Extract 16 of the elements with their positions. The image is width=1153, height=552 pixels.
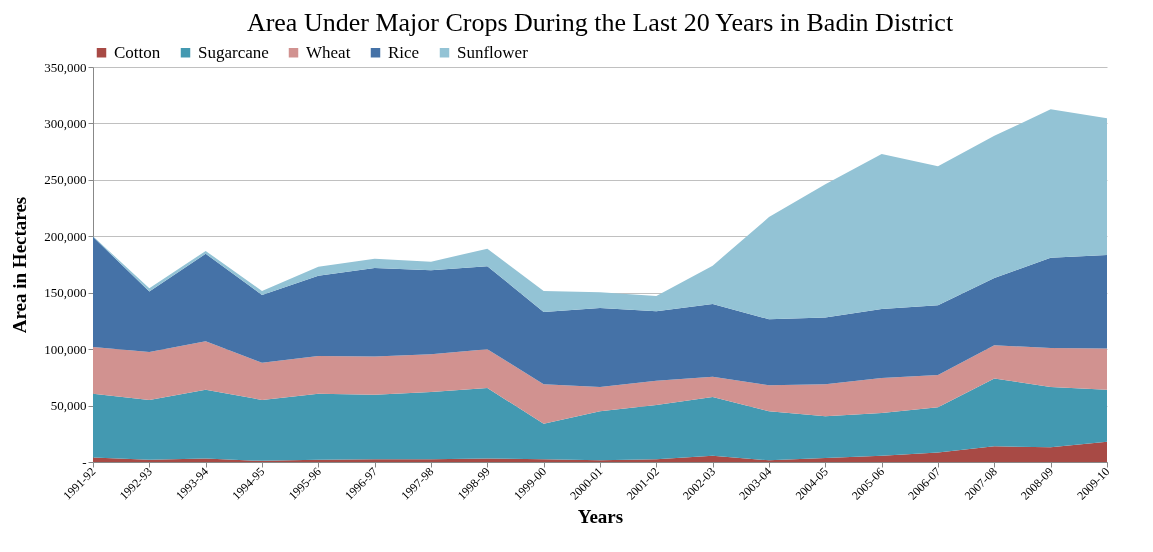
y-tick-label: 50,000 <box>50 398 87 414</box>
y-tick-label: 300,000 <box>44 115 87 131</box>
y-axis-title: Area in Hectares <box>9 196 31 334</box>
y-tick-label: - <box>82 454 87 470</box>
y-tick-label: 100,000 <box>44 341 87 357</box>
y-tick-label: 200,000 <box>44 228 87 244</box>
legend-label: Wheat <box>306 42 351 62</box>
y-tick-label: 250,000 <box>44 172 87 188</box>
legend-label: Rice <box>388 42 420 62</box>
chart-title: Area Under Major Crops During the Last 20 Years in Badin District <box>246 8 954 37</box>
legend-label: Sunflower <box>457 42 529 62</box>
y-tick-label: 150,000 <box>44 285 87 301</box>
legend-label: Cotton <box>114 42 161 62</box>
x-axis-title: Years <box>577 506 624 528</box>
legend-label: Sugarcane <box>198 42 269 62</box>
y-tick-label: 350,000 <box>44 59 87 75</box>
